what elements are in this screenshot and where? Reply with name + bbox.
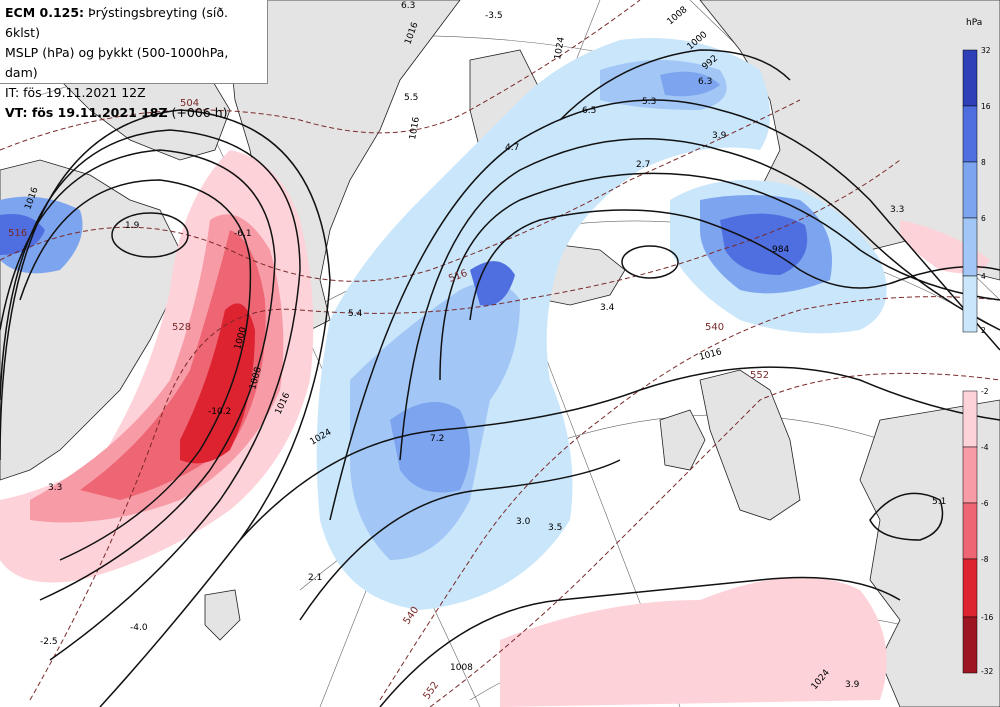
change-value: 2.7 xyxy=(636,160,650,170)
legend-tick: -2 xyxy=(981,387,989,396)
change-value: 3.3 xyxy=(48,483,62,493)
legend-swatch xyxy=(962,558,978,618)
legend-tick: -6 xyxy=(981,499,989,508)
legend-swatch xyxy=(962,390,978,448)
legend-swatch xyxy=(962,616,978,674)
legend-tick: 4 xyxy=(981,272,986,281)
legend-swatch xyxy=(962,446,978,504)
forecast-offset: (+006 h) xyxy=(167,105,228,120)
change-value: 7.2 xyxy=(430,434,444,444)
legend xyxy=(962,49,978,674)
change-value: 2.1 xyxy=(308,573,322,583)
legend-swatch xyxy=(962,502,978,560)
change-value: -6.1 xyxy=(234,229,252,239)
land-newfoundland xyxy=(204,589,241,641)
change-value: 5.1 xyxy=(932,497,946,507)
change-value: 3.9 xyxy=(712,131,727,141)
isobar-label: 984 xyxy=(772,245,789,255)
isobar-label: 1016 xyxy=(698,347,723,363)
change-value: 5.3 xyxy=(642,97,656,107)
thickness-label: 504 xyxy=(180,98,199,109)
legend-tick: -16 xyxy=(981,613,994,622)
change-value: 4.7 xyxy=(505,143,519,153)
thickness-label: 528 xyxy=(172,322,191,333)
pressure-fall xyxy=(0,150,990,707)
change-labels: 6.5 5.3 6.3 3.9 2.7 4.7 5.5 3.3 3.4 5.4 … xyxy=(40,1,946,690)
isobar-label: 1008 xyxy=(666,5,690,28)
change-value: -2.5 xyxy=(40,637,58,647)
thickness-label: 540 xyxy=(705,322,724,333)
legend-swatch xyxy=(962,161,978,219)
isobar-label: 1016 xyxy=(408,116,422,141)
change-value: 3.3 xyxy=(890,205,904,215)
change-value: -10.2 xyxy=(208,407,231,417)
land-ireland xyxy=(659,409,706,471)
legend-tick: -4 xyxy=(981,443,989,452)
model-name: ECM 0.125: xyxy=(5,5,85,20)
legend-tick: -32 xyxy=(981,667,994,676)
legend-swatch xyxy=(962,105,978,163)
change-value: 5.4 xyxy=(348,309,363,319)
legend-tick: 6 xyxy=(981,214,986,223)
thickness-label: 552 xyxy=(421,680,441,702)
change-value: 6.5 xyxy=(582,106,596,116)
parameters-line: MSLP (hPa) og þykkt (500-1000hPa, dam) xyxy=(5,45,229,80)
legend-swatch xyxy=(962,217,978,277)
isobars xyxy=(0,49,1000,707)
change-value: 3.4 xyxy=(600,303,615,313)
legend-tick: 16 xyxy=(981,102,991,111)
change-value: 1.9 xyxy=(125,221,140,231)
isobar-label: 1008 xyxy=(450,663,473,673)
legend-swatch xyxy=(962,275,978,333)
land-britain xyxy=(699,369,801,521)
change-value: 3.5 xyxy=(548,523,562,533)
legend-swatch xyxy=(962,49,978,107)
isobar-label: 1024 xyxy=(553,36,567,61)
valid-time: VT: fös 19.11.2021 18Z xyxy=(5,105,168,120)
init-time: IT: fös 19.11.2021 12Z xyxy=(5,85,146,100)
legend-tick: -8 xyxy=(981,555,989,564)
change-value: 3.0 xyxy=(516,517,531,527)
legend-tick: 8 xyxy=(981,158,986,167)
change-value: -4.0 xyxy=(130,623,148,633)
legend-tick: 2 xyxy=(981,326,986,335)
chart-info-box: ECM 0.125: Þrýstingsbreyting (síð. 6klst… xyxy=(0,0,268,120)
change-value: 5.5 xyxy=(404,93,418,103)
change-value: -3.5 xyxy=(485,11,503,21)
legend-tick: 32 xyxy=(981,46,991,55)
legend-unit: hPa xyxy=(966,18,983,28)
thickness-label: 552 xyxy=(750,370,769,381)
thickness-label: 516 xyxy=(8,228,27,239)
product-name: Þrýstingsbreyting (síð. 6klst) xyxy=(5,5,228,40)
change-value: 3.9 xyxy=(845,680,860,690)
change-value: 6.3 xyxy=(698,77,712,87)
change-value: 6.3 xyxy=(401,1,415,11)
